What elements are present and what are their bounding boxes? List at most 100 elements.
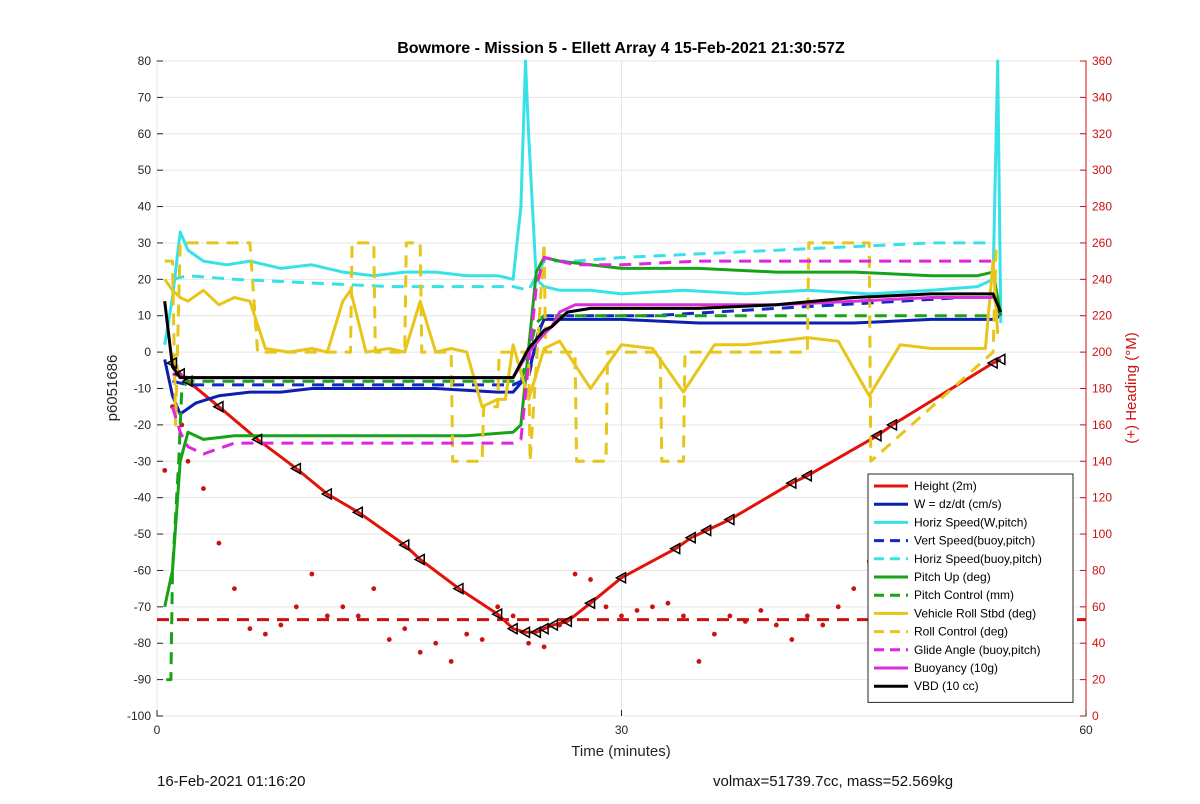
y-tick-label: 10	[138, 309, 152, 323]
height-marker	[700, 524, 712, 537]
y-tick-label: -20	[134, 418, 152, 432]
footer-timestamp: 16-Feb-2021 01:16:20	[157, 773, 306, 790]
heading-point	[340, 604, 346, 610]
height-marker	[529, 626, 542, 639]
heading-point	[820, 622, 826, 628]
legend-label: Vehicle Roll Stbd (deg)	[914, 606, 1036, 620]
legend-label: Pitch Control (mm)	[914, 588, 1014, 602]
y2-tick-label: 360	[1092, 54, 1112, 68]
x-tick-label: 60	[1079, 723, 1093, 737]
series-line-11	[163, 292, 1003, 380]
y-tick-label: -90	[134, 673, 152, 687]
legend-label: Roll Control (deg)	[914, 625, 1008, 639]
x-tick-label: 30	[615, 723, 629, 737]
heading-point	[789, 637, 795, 642]
y2-tick-label: 140	[1092, 454, 1112, 468]
heading-point	[712, 631, 717, 637]
heading-point	[402, 626, 408, 632]
legend-label: W = dz/dt (cm/s)	[914, 497, 1002, 511]
y2-axis-label: (+) Heading (°M)	[1123, 332, 1140, 443]
legend: Height (2m) W = dz/dt (cm/s) Horiz Speed(W…	[867, 473, 1074, 703]
heading-point	[262, 631, 268, 637]
x-tick-label: 0	[154, 723, 161, 737]
heading-point	[371, 586, 377, 592]
heading-point	[495, 604, 501, 610]
height-marker	[351, 505, 364, 519]
heading-point	[309, 571, 315, 577]
heading-point	[247, 626, 253, 632]
legend-box	[867, 473, 1074, 703]
chart-title: Bowmore - Mission 5 - Ellett Array 4 15-…	[397, 40, 845, 57]
heading-point	[417, 649, 423, 655]
y-tick-label: 30	[138, 236, 152, 250]
legend-label: Pitch Up (deg)	[914, 570, 991, 584]
heading-point	[386, 637, 392, 642]
height-marker	[251, 433, 263, 446]
height-marker	[669, 542, 681, 555]
series-layer	[157, 59, 1086, 682]
heading-point	[634, 608, 640, 613]
heading-point	[201, 486, 206, 491]
height-marker	[518, 626, 531, 639]
heading-point	[665, 600, 671, 606]
y-tick-label: 60	[138, 127, 152, 141]
height-marker	[723, 513, 735, 526]
heading-point	[162, 467, 168, 473]
y2-tick-label: 120	[1092, 491, 1112, 505]
series-line-2	[163, 59, 1003, 346]
y2-tick-label: 340	[1092, 90, 1112, 104]
legend-label: VBD (10 cc)	[914, 679, 979, 693]
y-tick-label: 80	[138, 54, 152, 68]
y-tick-label: -80	[134, 636, 152, 650]
series-line-4	[172, 241, 994, 292]
y2-tick-label: 260	[1092, 236, 1112, 250]
y-tick-label: -30	[134, 454, 152, 468]
height-marker	[885, 418, 898, 432]
heading-point	[464, 631, 470, 637]
heading-point	[588, 577, 593, 582]
heading-point	[773, 622, 779, 628]
heading-point	[479, 637, 485, 642]
heading-point	[742, 618, 748, 624]
heading-point	[355, 613, 361, 619]
heading-point	[851, 586, 857, 592]
heading-point	[433, 640, 439, 646]
height-marker	[684, 531, 696, 544]
heading-point	[448, 659, 454, 664]
legend-label: Height (2m)	[914, 479, 977, 493]
heading-point	[758, 608, 764, 613]
height-marker	[785, 476, 797, 490]
height-marker	[560, 615, 573, 628]
height-marker	[506, 622, 518, 635]
y-tick-label: -10	[134, 382, 152, 396]
y2-tick-label: 320	[1092, 127, 1112, 141]
height-marker	[173, 367, 185, 381]
heading-point	[619, 613, 624, 619]
heading-point	[727, 613, 733, 619]
axes: -100-90-80-70-60-50-40-30-20-10010203040…	[127, 54, 1112, 737]
y-tick-label: 40	[138, 200, 152, 214]
y-tick-label: -50	[134, 527, 152, 541]
height-marker	[165, 356, 178, 370]
y-tick-label: -100	[127, 709, 151, 723]
y2-tick-label: 100	[1092, 527, 1112, 541]
height-marker	[491, 607, 503, 621]
heading-point	[510, 613, 516, 619]
y2-tick-label: 200	[1092, 345, 1112, 359]
heading-point	[835, 604, 841, 610]
y-tick-label: 70	[138, 90, 152, 104]
heading-point	[650, 604, 655, 610]
heading-point	[603, 604, 609, 610]
y2-tick-label: 160	[1092, 418, 1112, 432]
y-tick-label: -60	[134, 563, 152, 577]
series-line-8	[164, 241, 998, 463]
y-axis-label: p6051686	[104, 355, 121, 422]
heading-point	[681, 613, 686, 619]
y2-tick-label: 240	[1092, 272, 1112, 286]
height-marker	[994, 353, 1006, 366]
height-marker	[289, 462, 302, 475]
y2-tick-label: 0	[1092, 709, 1099, 723]
height-marker	[537, 622, 549, 635]
series-line-7	[163, 259, 1000, 409]
